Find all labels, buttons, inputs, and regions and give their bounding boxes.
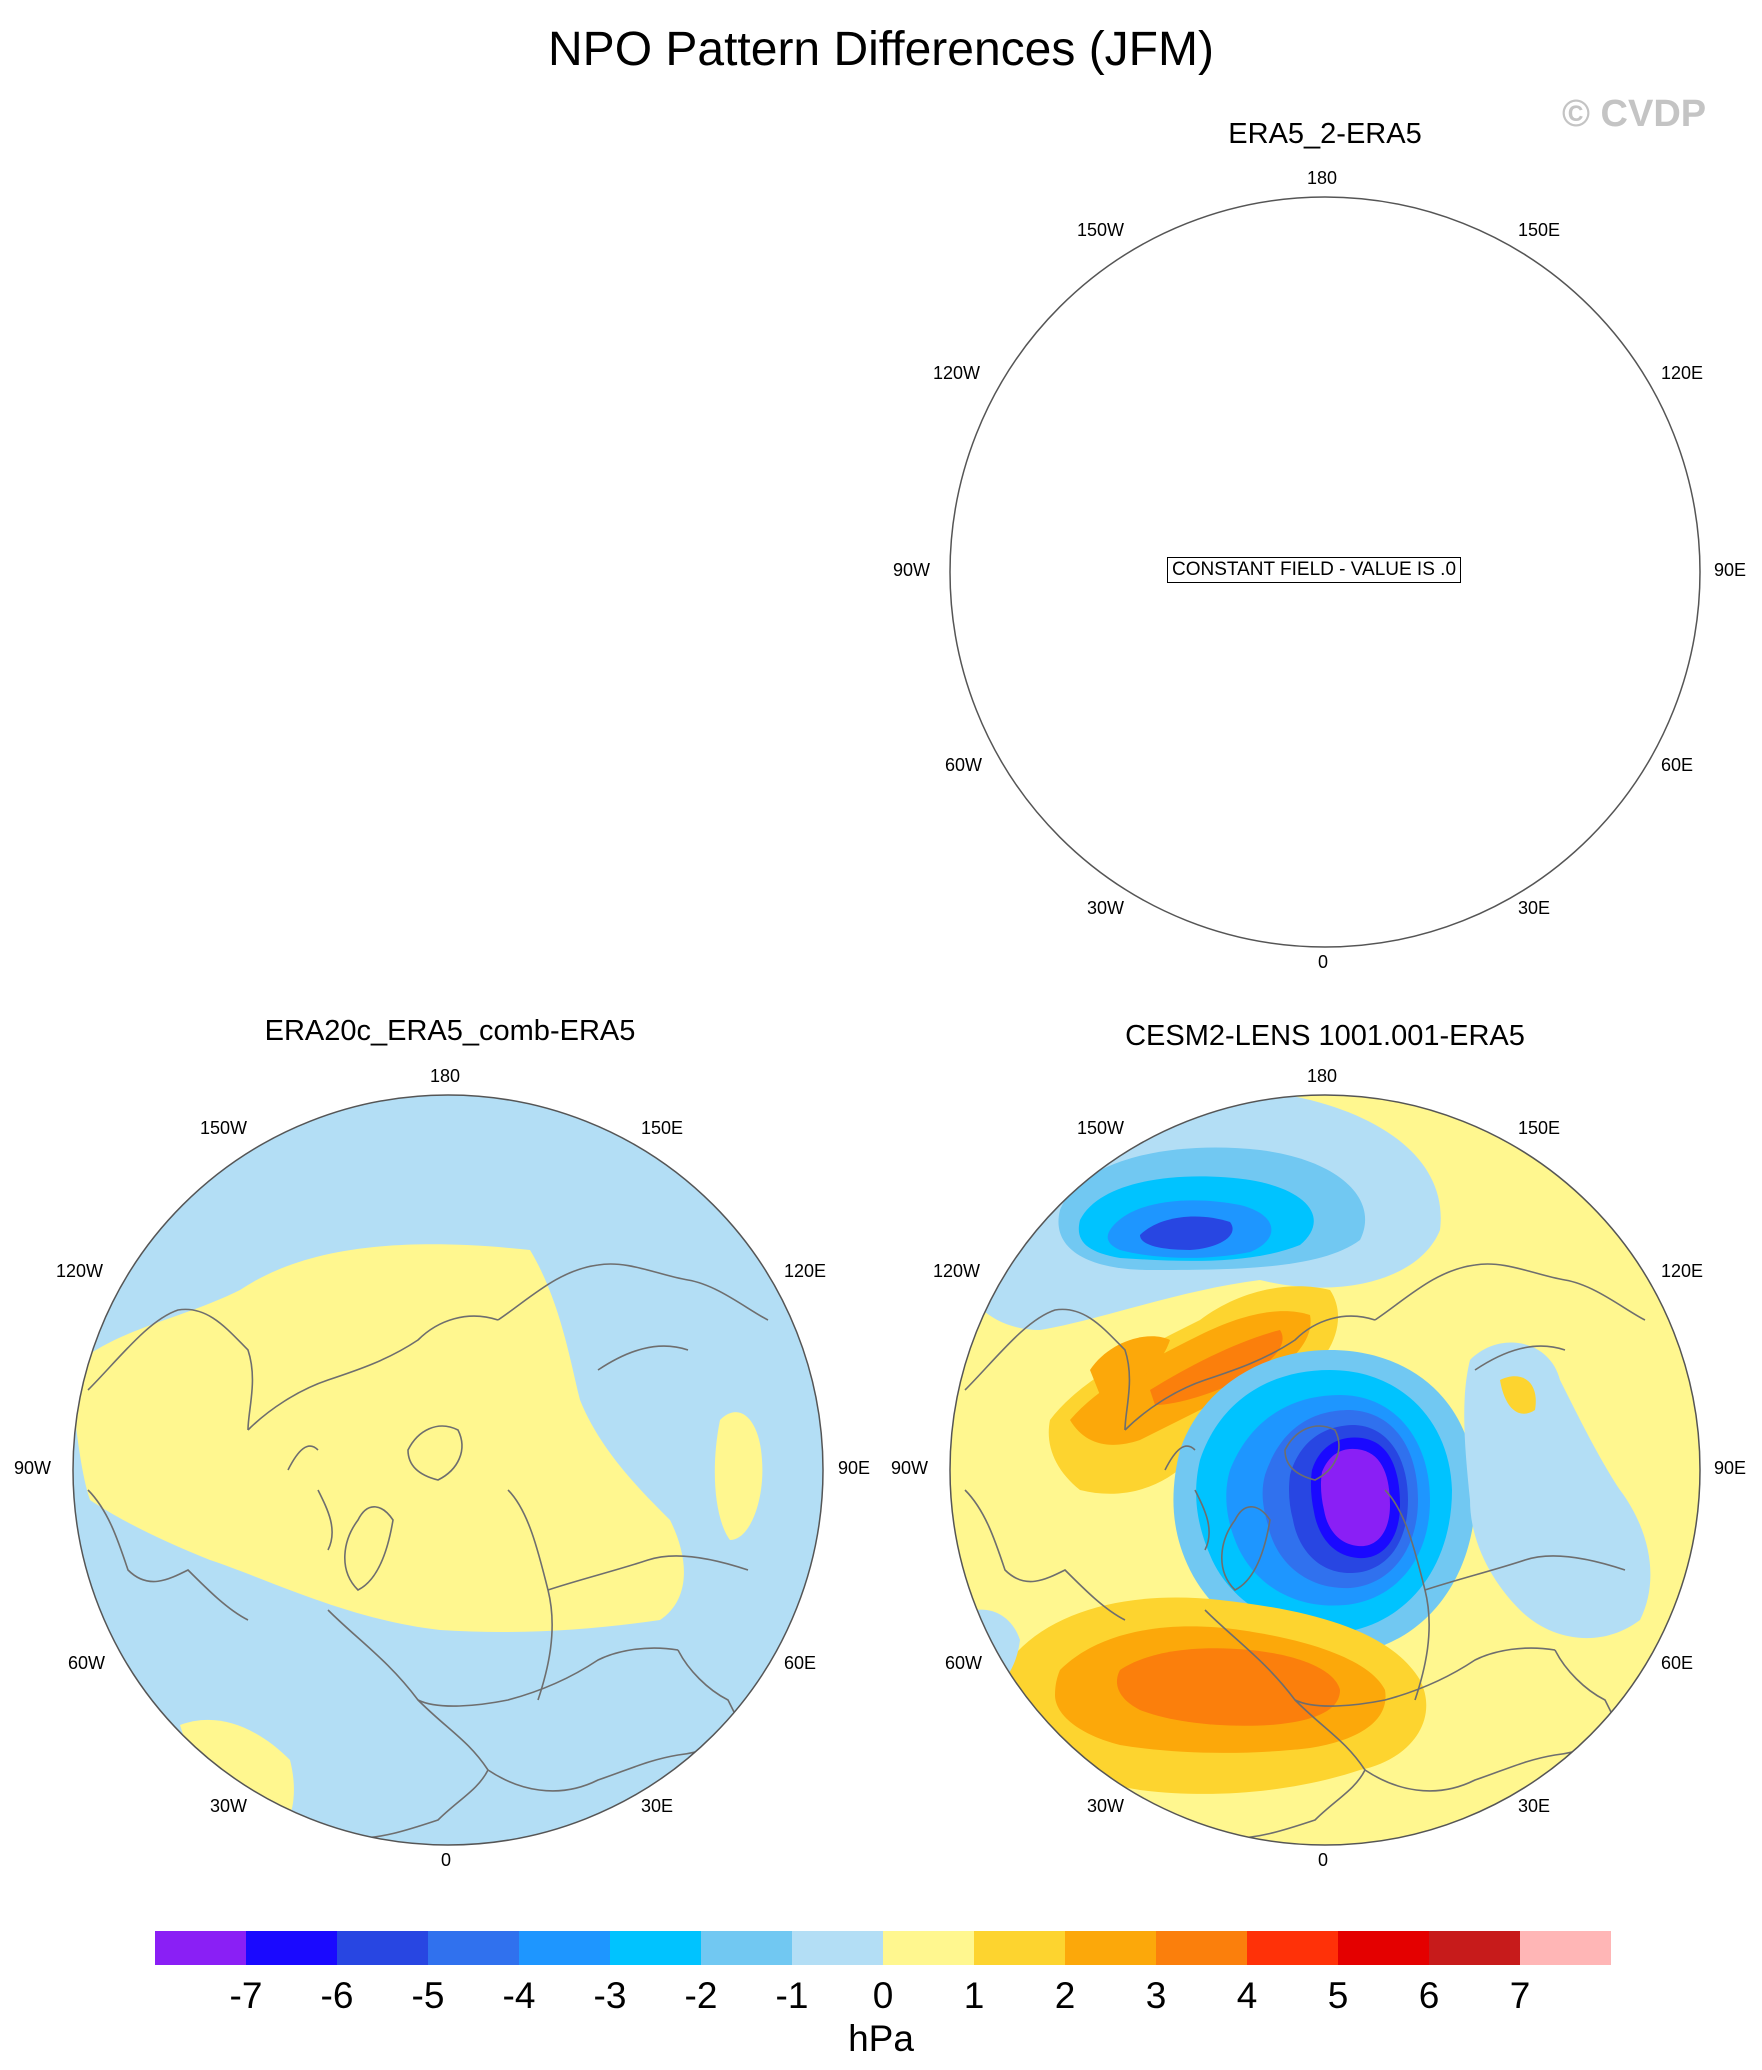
colorbar-units: hPa (848, 2018, 914, 2059)
colorbar-swatch (1338, 1931, 1430, 1965)
lon-label: 120E (784, 1261, 827, 1281)
lon-label: 30W (210, 1796, 248, 1816)
colorbar-swatch (701, 1931, 793, 1965)
figure-title: NPO Pattern Differences (JFM) (548, 23, 1214, 76)
lon-label: 180 (1307, 168, 1338, 188)
lon-label: 60E (784, 1653, 817, 1673)
lon-label: 120W (933, 1261, 981, 1281)
lon-label: 30E (641, 1796, 674, 1816)
colorbar-tick-label: -1 (775, 1975, 809, 2016)
lon-label: 120E (1661, 363, 1704, 383)
lon-label: 60W (945, 755, 983, 775)
colorbar-tick-label: -5 (411, 1975, 445, 2016)
lon-label: 120W (56, 1261, 104, 1281)
lon-label: 150E (1518, 1118, 1561, 1138)
colorbar-swatch (974, 1931, 1066, 1965)
colorbar (155, 1931, 1611, 1965)
lon-label: 150E (641, 1118, 684, 1138)
colorbar-swatch (1520, 1931, 1611, 1965)
colorbar-tick-label: -7 (229, 1975, 263, 2016)
colorbar-swatch (1156, 1931, 1248, 1965)
watermark: © CVDP (1562, 93, 1707, 135)
lon-label: 90E (1714, 560, 1747, 580)
lon-label: 30E (1518, 898, 1551, 918)
colorbar-swatch (519, 1931, 611, 1965)
colorbar-tick-label: 1 (963, 1975, 985, 2016)
colorbar-tick-label: 4 (1236, 1975, 1258, 2016)
panel-title-era20c: ERA20c_ERA5_comb-ERA5 (264, 1015, 636, 1047)
lon-label: 90W (891, 1458, 929, 1478)
map-cesm2 (949, 1094, 1701, 1846)
colorbar-swatch (1247, 1931, 1339, 1965)
colorbar-swatch (246, 1931, 338, 1965)
colorbar-swatch (428, 1931, 520, 1965)
map-era20c (72, 1094, 824, 1846)
lon-label: 180 (1307, 1066, 1338, 1086)
lon-label: 90W (893, 560, 931, 580)
colorbar-swatch (337, 1931, 429, 1965)
colorbar-tick-label: -6 (320, 1975, 354, 2016)
colorbar-tick-label: 6 (1418, 1975, 1440, 2016)
panel-title-cesm2: CESM2-LENS 1001.001-ERA5 (1125, 1020, 1525, 1052)
constant-field-note: CONSTANT FIELD - VALUE IS .0 (1167, 557, 1462, 583)
colorbar-swatch (155, 1931, 247, 1965)
lon-label: 30E (1518, 1796, 1551, 1816)
lon-label: 90E (838, 1458, 871, 1478)
colorbar-tick-label: 5 (1327, 1975, 1349, 2016)
colorbar-swatch (1429, 1931, 1521, 1965)
lon-label: 90E (1714, 1458, 1747, 1478)
lon-label: 0 (1318, 1850, 1329, 1870)
lon-label: 30W (1087, 1796, 1125, 1816)
lon-label: 60W (945, 1653, 983, 1673)
lon-label: 150W (200, 1118, 248, 1138)
colorbar-tick-label: 7 (1509, 1975, 1531, 2016)
lon-label: 60E (1661, 1653, 1694, 1673)
colorbar-tick-label: -2 (684, 1975, 718, 2016)
lon-label: 0 (1318, 952, 1329, 972)
colorbar-tick-label: 3 (1145, 1975, 1167, 2016)
lon-label: 60W (68, 1653, 106, 1673)
lon-label: 180 (430, 1066, 461, 1086)
colorbar-swatch (610, 1931, 702, 1965)
colorbar-swatch (792, 1931, 884, 1965)
lon-label: 150W (1077, 220, 1125, 240)
colorbar-tick-label: -4 (502, 1975, 536, 2016)
lon-label: 30W (1087, 898, 1125, 918)
lon-label: 120E (1661, 1261, 1704, 1281)
lon-label: 120W (933, 363, 981, 383)
lon-label: 60E (1661, 755, 1694, 775)
colorbar-tick-label: 0 (872, 1975, 894, 2016)
lon-label: 90W (14, 1458, 52, 1478)
colorbar-swatch (883, 1931, 975, 1965)
panel-title-era5-2: ERA5_2-ERA5 (1228, 118, 1422, 150)
lon-label: 0 (441, 1850, 452, 1870)
colorbar-swatch (1065, 1931, 1157, 1965)
colorbar-tick-label: -3 (593, 1975, 627, 2016)
lon-label: 150W (1077, 1118, 1125, 1138)
colorbar-tick-label: 2 (1054, 1975, 1076, 2016)
lon-label: 150E (1518, 220, 1561, 240)
